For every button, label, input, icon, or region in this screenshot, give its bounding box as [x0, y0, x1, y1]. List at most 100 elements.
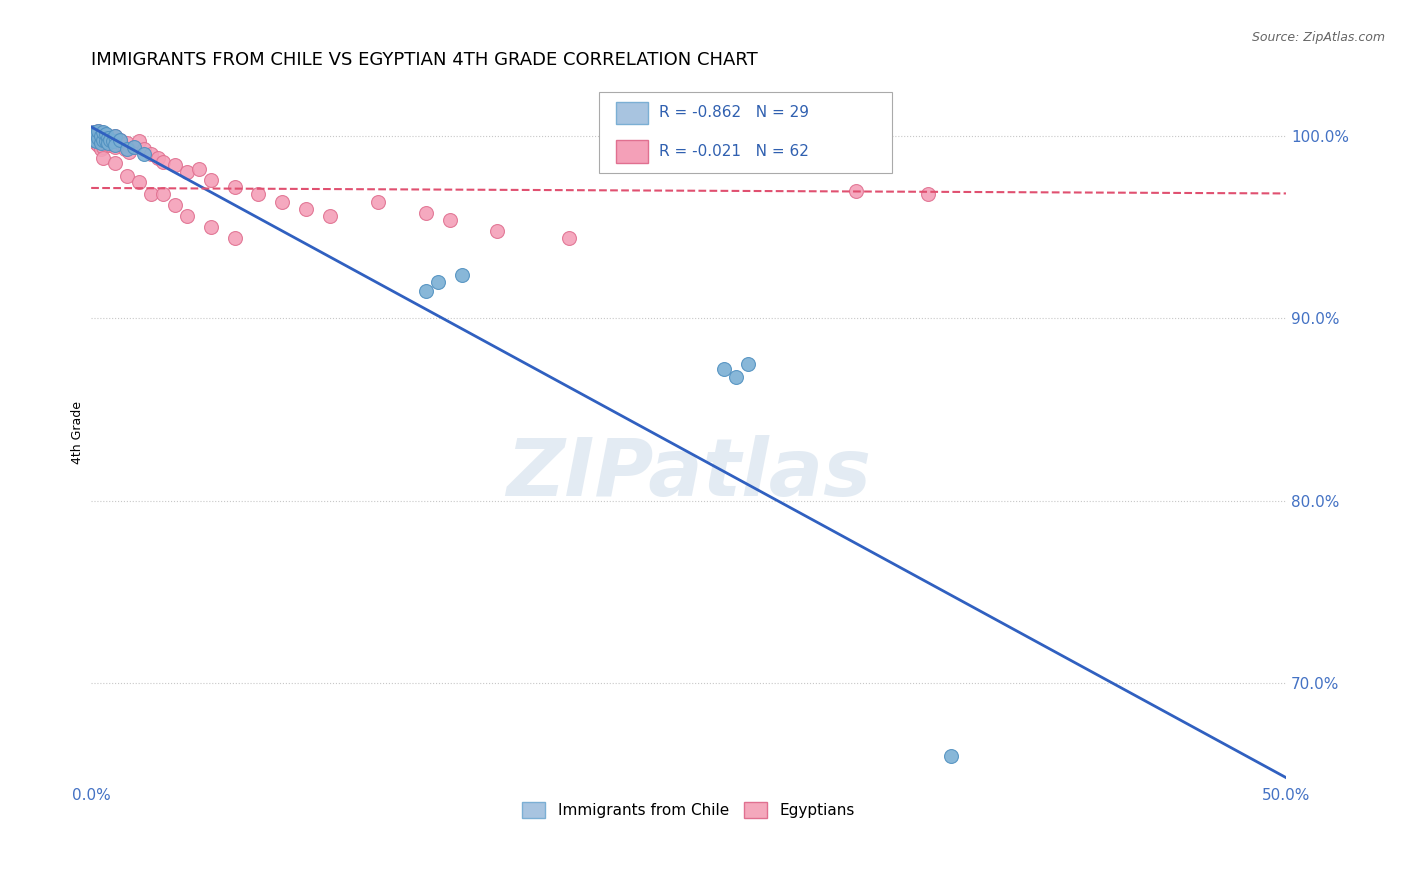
FancyBboxPatch shape: [616, 140, 648, 162]
Point: [101, 136, 124, 151]
Point: [101, 135, 124, 149]
Point: [87, 123, 110, 137]
Point: [91, 140, 114, 154]
Text: R = -0.021   N = 62: R = -0.021 N = 62: [658, 144, 808, 159]
Point: [725, 369, 748, 384]
Point: [139, 187, 162, 202]
Point: [108, 133, 131, 147]
Text: Source: ZipAtlas.com: Source: ZipAtlas.com: [1251, 31, 1385, 45]
Y-axis label: 4th Grade: 4th Grade: [72, 401, 84, 464]
Point: [83, 133, 105, 147]
Point: [486, 224, 509, 238]
Point: [87, 123, 110, 137]
Point: [108, 133, 131, 147]
Point: [146, 151, 169, 165]
Point: [83, 125, 105, 139]
Text: ZIPatlas: ZIPatlas: [506, 435, 872, 513]
Point: [139, 147, 162, 161]
Point: [98, 133, 121, 147]
Point: [176, 209, 198, 223]
Point: [845, 184, 868, 198]
Point: [91, 133, 114, 147]
Point: [104, 140, 127, 154]
Point: [90, 133, 112, 147]
Point: [104, 128, 127, 143]
Point: [114, 142, 136, 156]
Point: [271, 194, 294, 209]
Point: [90, 128, 112, 143]
Point: [122, 140, 145, 154]
Point: [439, 212, 461, 227]
Point: [118, 145, 141, 160]
Point: [295, 202, 318, 216]
Point: [415, 284, 437, 298]
Point: [115, 142, 138, 156]
Point: [91, 127, 114, 141]
Point: [319, 209, 342, 223]
Point: [200, 173, 222, 187]
FancyBboxPatch shape: [599, 92, 891, 172]
Point: [450, 268, 472, 282]
Point: [115, 169, 138, 183]
Point: [187, 161, 209, 176]
Point: [163, 158, 186, 172]
Point: [415, 205, 437, 219]
Point: [163, 198, 186, 212]
Legend: Immigrants from Chile, Egyptians: Immigrants from Chile, Egyptians: [516, 797, 860, 824]
Point: [91, 151, 114, 165]
Point: [128, 135, 150, 149]
Point: [247, 187, 270, 202]
Point: [426, 275, 449, 289]
Point: [152, 187, 174, 202]
Point: [97, 136, 120, 151]
Point: [98, 135, 121, 149]
Point: [94, 135, 117, 149]
Point: [558, 231, 581, 245]
Point: [84, 127, 107, 141]
Point: [152, 154, 174, 169]
Point: [122, 140, 145, 154]
Point: [94, 127, 117, 141]
Point: [132, 147, 155, 161]
Point: [90, 136, 112, 151]
Text: IMMIGRANTS FROM CHILE VS EGYPTIAN 4TH GRADE CORRELATION CHART: IMMIGRANTS FROM CHILE VS EGYPTIAN 4TH GR…: [91, 51, 758, 69]
Point: [87, 131, 110, 145]
Point: [941, 748, 963, 763]
Text: R = -0.862   N = 29: R = -0.862 N = 29: [658, 105, 808, 120]
Point: [111, 138, 134, 153]
Point: [94, 136, 117, 151]
Point: [104, 156, 127, 170]
Point: [87, 138, 110, 153]
Point: [84, 136, 107, 151]
Point: [97, 128, 120, 143]
Point: [90, 142, 112, 156]
Point: [104, 128, 127, 143]
Point: [83, 133, 105, 147]
Point: [94, 131, 117, 145]
Point: [101, 131, 124, 145]
Point: [367, 194, 389, 209]
Point: [132, 142, 155, 156]
Point: [84, 135, 107, 149]
Point: [917, 187, 939, 202]
Point: [84, 135, 107, 149]
Point: [91, 135, 114, 149]
Point: [128, 175, 150, 189]
Point: [83, 125, 105, 139]
Point: [107, 135, 129, 149]
Point: [115, 136, 138, 151]
Point: [104, 138, 127, 153]
Point: [97, 131, 120, 145]
Point: [87, 131, 110, 145]
Point: [737, 357, 759, 371]
Point: [713, 362, 735, 376]
Point: [84, 127, 107, 141]
Point: [176, 165, 198, 179]
Point: [224, 231, 246, 245]
FancyBboxPatch shape: [616, 102, 648, 124]
Point: [97, 133, 120, 147]
Point: [224, 180, 246, 194]
Point: [200, 220, 222, 235]
Point: [91, 125, 114, 139]
Point: [90, 125, 112, 139]
